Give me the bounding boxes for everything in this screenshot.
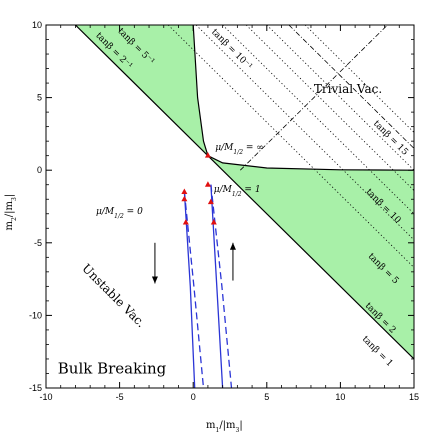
bulk-breaking-label: Bulk Breaking [58, 359, 167, 377]
marker-2 [207, 198, 214, 205]
curve-dashed-1 [210, 184, 233, 388]
y-tick-label-4: -10 [29, 310, 42, 320]
x-tick-label-5: 15 [409, 392, 419, 402]
crossing-line [288, 25, 414, 149]
x-tick-label-4: 10 [335, 392, 345, 402]
marker-3 [210, 218, 217, 225]
curve-solid-1 [210, 184, 224, 388]
boundary-line [74, 25, 414, 360]
y-tick-label-0: 10 [32, 20, 42, 30]
marker-4 [181, 188, 188, 194]
arrow-head-0 [151, 276, 158, 284]
tanbeta-label-2: tanβ = 10⁻¹ [209, 27, 254, 72]
y-tick-label-2: 0 [37, 165, 42, 175]
mu-1-label: μ/M1/2 = 1 [214, 185, 261, 198]
y-axis-label: m2/|m3| [4, 194, 18, 231]
curve-dashed-0 [183, 191, 205, 388]
trivial-vac-label: Trivial Vac. [314, 82, 382, 96]
mu-0-label: μ/M1/2 = 0 [96, 207, 143, 220]
y-tick-label-1: 5 [37, 93, 42, 103]
x-tick-label-2: 0 [191, 392, 196, 402]
y-tick-label-5: -15 [29, 383, 42, 393]
ref-line-extra-1 [222, 25, 414, 215]
reference-lines [74, 25, 414, 360]
y-tick-label-3: -5 [34, 238, 42, 248]
ref-line-extra-2 [266, 25, 414, 171]
arrow-head-1 [229, 242, 236, 250]
ref-line-1 [304, 25, 414, 133]
marker-6 [182, 218, 189, 225]
mu-inf-label: μ/M1/2 = ∞ [215, 143, 264, 156]
upper-solid-curve [192, 25, 209, 156]
marker-0 [204, 152, 211, 158]
ref-line-2 [245, 25, 414, 191]
ref-line-3 [240, 25, 388, 171]
curves [183, 184, 233, 388]
tanbeta-label-7: tanβ = 1 [360, 334, 395, 369]
markers [151, 152, 236, 284]
x-tick-label-1: -5 [116, 392, 124, 402]
unstable-vac-label: Unstable Vac. [79, 261, 148, 330]
x-axis-label: m1/|m3| [206, 420, 243, 434]
x-tick-label-3: 5 [264, 392, 269, 402]
lower-solid-curve [207, 155, 414, 171]
marker-1 [204, 181, 211, 187]
ref-line-extra-0 [195, 25, 414, 241]
x-tick-label-0: -10 [39, 392, 52, 402]
plot-frame [45, 24, 415, 389]
marker-5 [181, 195, 188, 202]
